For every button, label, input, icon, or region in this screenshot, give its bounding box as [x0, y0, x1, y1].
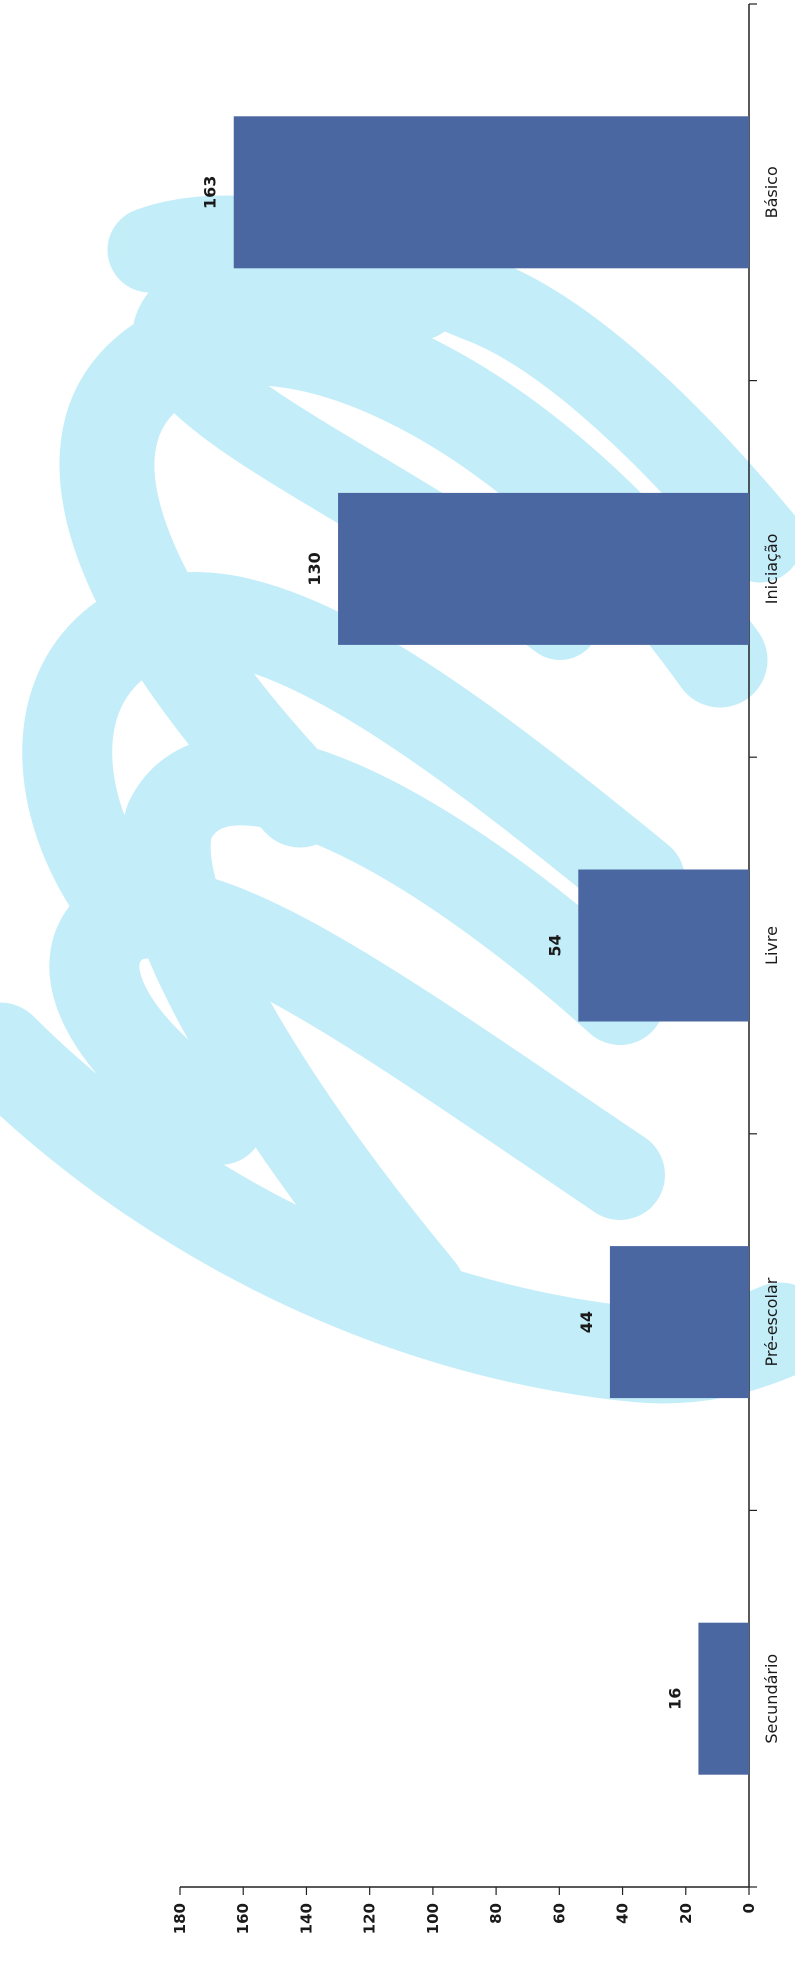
value-tick-label: 80	[487, 1903, 505, 1924]
bars	[233, 116, 749, 1775]
watermark-logo	[0, 195, 795, 1404]
data-label: 163	[201, 176, 220, 209]
chart-axes: 0 20 40 60 80 100 120 140 160 180	[171, 3, 758, 1934]
data-label: 16	[665, 1688, 684, 1710]
value-tick-label: 120	[361, 1903, 379, 1934]
bar-3	[578, 869, 749, 1022]
value-tick-label: 0	[740, 1903, 758, 1913]
data-label: 44	[577, 1311, 596, 1333]
value-tick-label: 140	[297, 1903, 315, 1934]
value-tick-label: 40	[614, 1903, 632, 1924]
labels: 163 Básico 130 Iniciação 54 Livre 44 Pré-escola…	[201, 166, 781, 1743]
value-tick-label: 180	[171, 1903, 189, 1934]
category-label: Livre	[762, 926, 781, 965]
data-label: 54	[545, 934, 564, 956]
bar-1	[233, 116, 749, 269]
category-label: Pré-escolar	[762, 1277, 781, 1366]
value-tick-label: 60	[550, 1903, 568, 1924]
data-label: 130	[305, 552, 324, 585]
category-label: Básico	[762, 166, 781, 218]
category-label: Secundário	[762, 1654, 781, 1744]
bar-4	[609, 1246, 749, 1399]
value-tick-label: 160	[234, 1903, 252, 1934]
bar-5	[698, 1622, 749, 1775]
category-label: Iniciação	[762, 534, 781, 605]
bar-2	[338, 492, 749, 645]
value-tick-label: 100	[424, 1903, 442, 1934]
value-tick-label: 20	[677, 1903, 695, 1924]
